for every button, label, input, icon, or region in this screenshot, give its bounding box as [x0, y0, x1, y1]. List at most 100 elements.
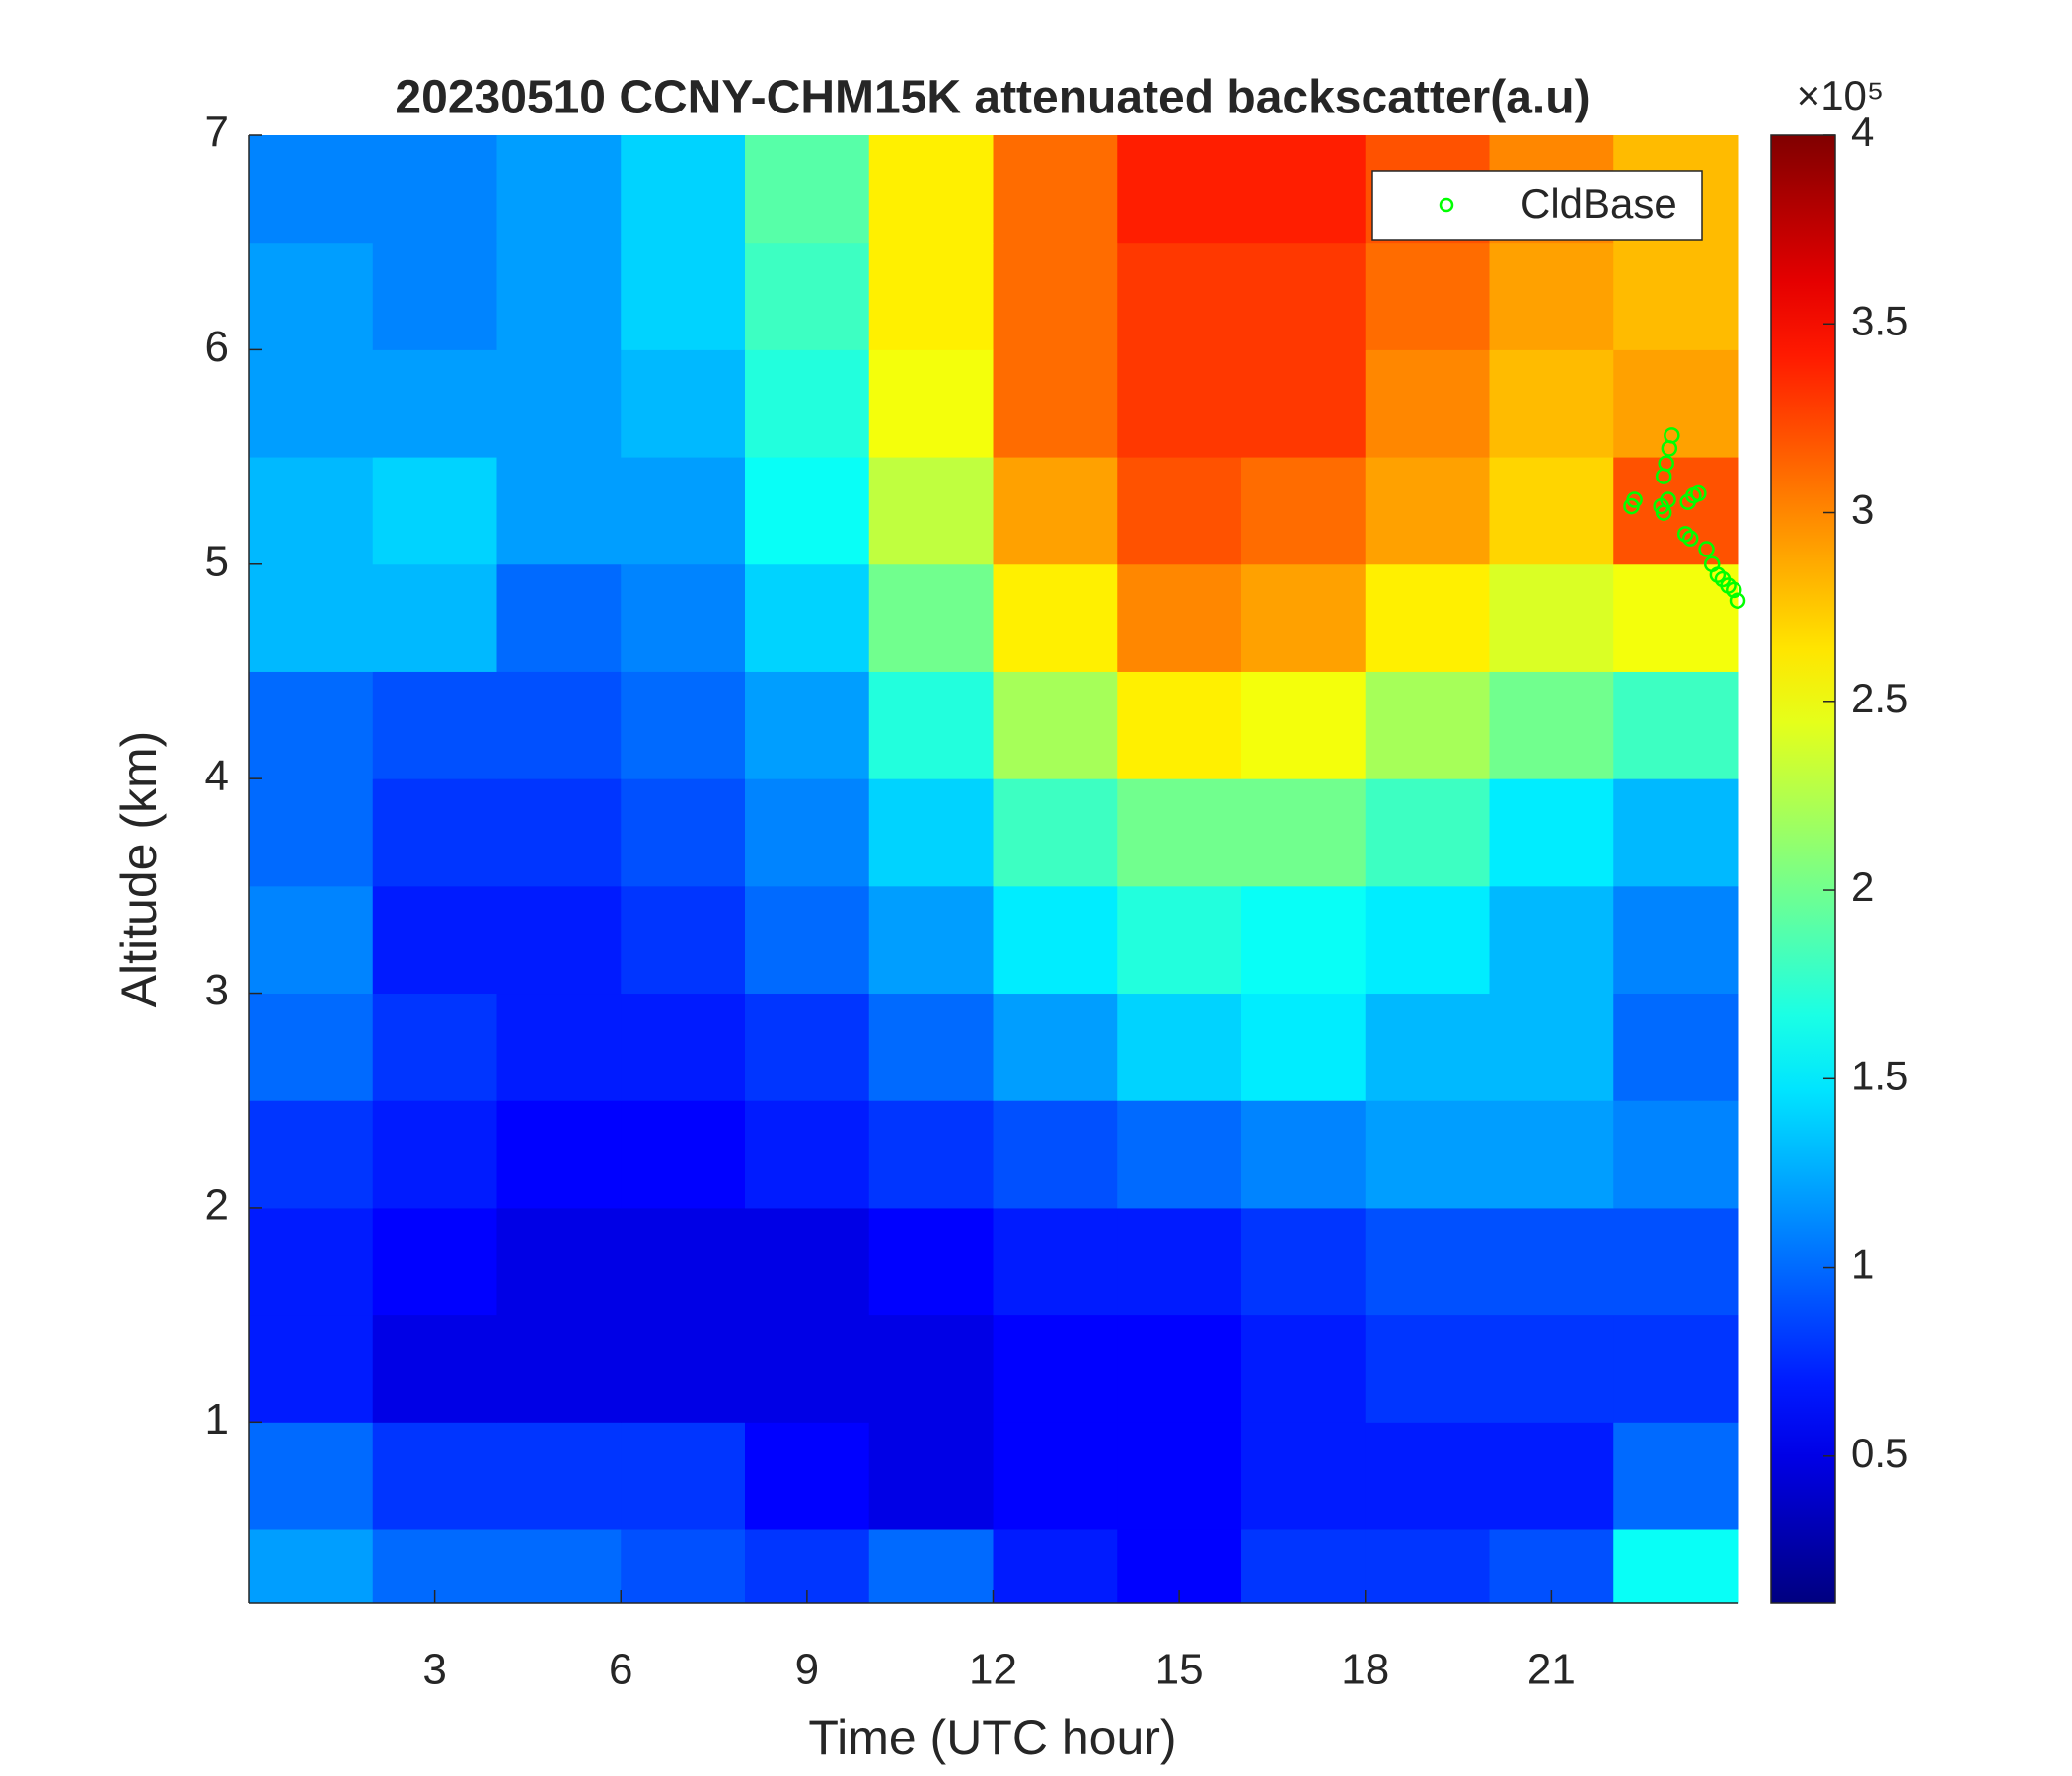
- heatmap-cell: [868, 1207, 994, 1316]
- heatmap-cell: [993, 135, 1118, 244]
- heatmap-cell: [1613, 1100, 1739, 1209]
- heatmap-cell: [1241, 778, 1367, 887]
- heatmap-cell: [745, 1207, 870, 1316]
- cloud-base-point: [1681, 530, 1699, 547]
- heatmap-cell: [1241, 349, 1367, 458]
- heatmap-cell: [1613, 457, 1739, 565]
- heatmap-cell: [993, 885, 1118, 995]
- heatmap-cell: [868, 457, 994, 565]
- heatmap-cell: [1241, 563, 1367, 672]
- heatmap-cell: [1489, 1207, 1614, 1316]
- cloud-base-point: [1664, 427, 1680, 444]
- heatmap-cell: [868, 349, 994, 458]
- legend-label: CldBase: [1520, 181, 1677, 227]
- x-tick-label: 18: [1341, 1646, 1389, 1694]
- heatmap-cell: [1613, 885, 1739, 995]
- heatmap-cell: [1117, 1422, 1242, 1530]
- heatmap-cell: [621, 885, 746, 995]
- heatmap-cell: [372, 349, 497, 458]
- x-tick-label: 15: [1155, 1646, 1204, 1694]
- heatmap-cell: [249, 1422, 374, 1530]
- heatmap-cell: [372, 135, 497, 244]
- heatmap-cell: [1365, 1422, 1490, 1530]
- heatmap-cell: [1613, 1314, 1739, 1423]
- colorbar-tick-label: 2.5: [1851, 675, 1908, 721]
- heatmap-cell: [745, 885, 870, 995]
- heatmap-cell: [1117, 778, 1242, 887]
- cloud-base-point: [1698, 541, 1715, 557]
- legend-marker: [1439, 197, 1454, 213]
- cloud-base-point: [1658, 455, 1674, 472]
- heatmap-cell: [496, 349, 622, 458]
- heatmap-cell: [868, 671, 994, 779]
- heatmap-cell: [496, 993, 622, 1101]
- x-tick-label: 12: [969, 1646, 1017, 1694]
- y-tick-label: 3: [205, 966, 229, 1014]
- y-tick-label: 1: [205, 1395, 229, 1443]
- heatmap-cell: [621, 135, 746, 244]
- colorbar-tick-label: 4: [1851, 109, 1874, 155]
- heatmap-cell: [993, 457, 1118, 565]
- heatmap-cell: [249, 1207, 374, 1316]
- heatmap-cell: [868, 1314, 994, 1423]
- heatmap-cell: [1241, 135, 1367, 244]
- heatmap-cell: [1117, 885, 1242, 995]
- heatmap-cell: [868, 778, 994, 887]
- heatmap-cell: [1613, 1529, 1739, 1604]
- heatmap-cell: [372, 885, 497, 995]
- heatmap-cell: [496, 1529, 622, 1604]
- heatmap-cell: [496, 885, 622, 995]
- heatmap-cell: [1241, 671, 1367, 779]
- heatmap-cell: [372, 1100, 497, 1209]
- heatmap-cell: [1117, 135, 1242, 244]
- heatmap-cell: [745, 671, 870, 779]
- heatmap-cell: [372, 671, 497, 779]
- heatmap-cell: [1489, 563, 1614, 672]
- heatmap-cell: [1365, 885, 1490, 995]
- heatmap-cell: [1241, 457, 1367, 565]
- heatmap-cell: [621, 457, 746, 565]
- heatmap-cell: [1241, 1314, 1367, 1423]
- heatmap-cell: [496, 457, 622, 565]
- heatmap-cell: [621, 1207, 746, 1316]
- heatmap-cell: [868, 135, 994, 244]
- heatmap-cell: [249, 563, 374, 672]
- heatmap-cell: [1117, 1100, 1242, 1209]
- heatmap-cell: [745, 1422, 870, 1530]
- heatmap-cell: [496, 1422, 622, 1530]
- heatmap-cell: [1365, 1207, 1490, 1316]
- heatmap-cell: [249, 993, 374, 1101]
- heatmap-cell: [1489, 671, 1614, 779]
- heatmap-cell: [1489, 457, 1614, 565]
- heatmap-cell: [1365, 349, 1490, 458]
- heatmap-cell: [1489, 993, 1614, 1101]
- heatmap-cell: [372, 457, 497, 565]
- heatmap-cell: [1489, 1422, 1614, 1530]
- heatmap-cell: [249, 242, 374, 350]
- heatmap-cell: [993, 1207, 1118, 1316]
- heatmap-cell: [1241, 242, 1367, 350]
- y-axis-label: Altitude (km): [111, 731, 167, 1008]
- heatmap-cell: [1365, 563, 1490, 672]
- heatmap-cell: [993, 242, 1118, 350]
- heatmap-cell: [1241, 885, 1367, 995]
- heatmap-cell: [1117, 349, 1242, 458]
- heatmap-cell: [372, 1314, 497, 1423]
- cloud-base-point: [1660, 491, 1676, 508]
- heatmap-cell: [249, 778, 374, 887]
- heatmap-cell: [249, 885, 374, 995]
- heatmap-cell: [372, 242, 497, 350]
- heatmap-cell: [1117, 457, 1242, 565]
- heatmap-cell: [1489, 242, 1614, 350]
- heatmap-cell: [1117, 1314, 1242, 1423]
- heatmap-cell: [745, 1314, 870, 1423]
- heatmap-cell: [1489, 885, 1614, 995]
- heatmap-cell: [993, 1314, 1118, 1423]
- heatmap-cell: [745, 242, 870, 350]
- heatmap-cell: [1489, 1100, 1614, 1209]
- heatmap-cell: [1117, 242, 1242, 350]
- colorbar-tick-label: 2: [1851, 863, 1874, 910]
- heatmap-cell: [745, 778, 870, 887]
